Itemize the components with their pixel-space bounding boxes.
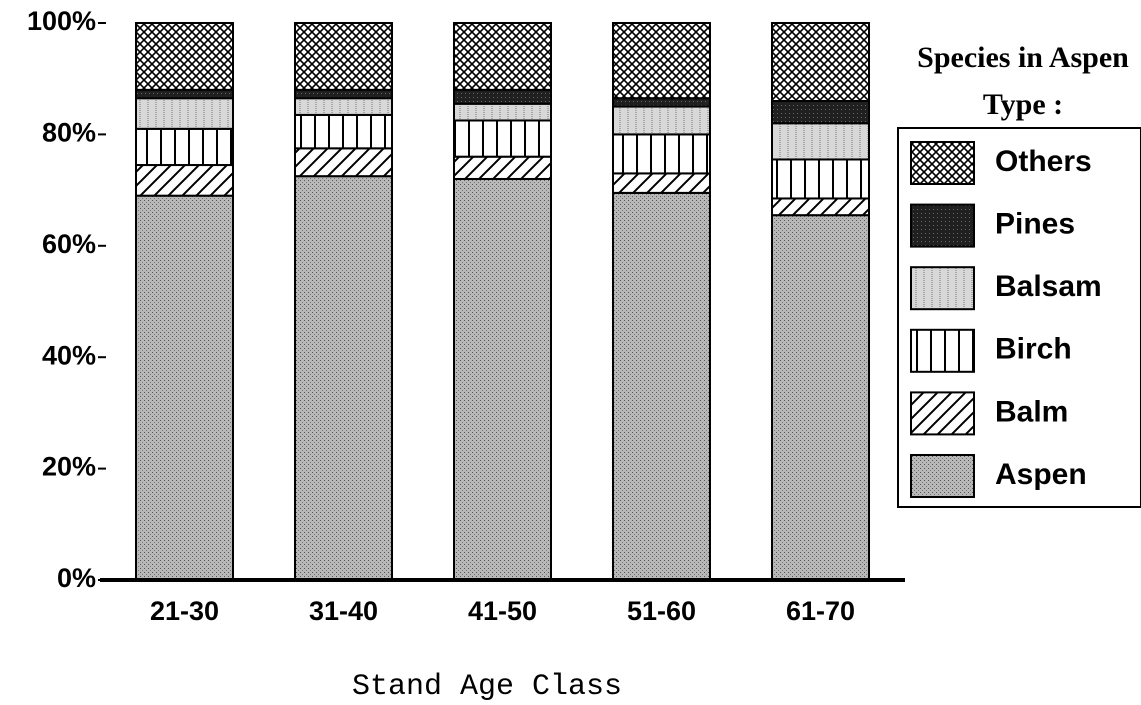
- bar-segment: [612, 22, 711, 100]
- legend-title: Species in Aspen Type :: [917, 41, 1129, 121]
- bar-segment: [771, 22, 870, 102]
- bar-segment: [294, 175, 393, 582]
- x-tick-label: 21-30: [150, 596, 219, 626]
- x-axis-label: Stand Age Class: [352, 670, 622, 704]
- bar-segment: [135, 22, 234, 91]
- bar-segment: [135, 97, 234, 130]
- y-tick-label: 20%: [42, 452, 96, 482]
- y-tick-label: 80%: [42, 118, 96, 148]
- legend-label: Pines: [995, 208, 1075, 241]
- bar-segment: [771, 214, 870, 581]
- legend-box: [897, 127, 1141, 508]
- legend-label: Others: [995, 145, 1092, 178]
- bar-segment: [453, 88, 552, 105]
- legend-swatch: [910, 141, 975, 185]
- legend-swatch: [910, 391, 975, 436]
- legend-swatch: [910, 454, 975, 498]
- bar-segment: [135, 164, 234, 197]
- bar-segment: [453, 22, 552, 91]
- x-tick-label: 61-70: [786, 596, 855, 626]
- bar-segment: [771, 99, 870, 125]
- legend-swatch: [910, 328, 975, 373]
- bar-segment: [771, 122, 870, 161]
- y-tick-label: 100%: [27, 6, 96, 36]
- legend-label: Balsam: [995, 270, 1102, 303]
- bar-segment: [771, 158, 870, 200]
- legend-label: Aspen: [995, 458, 1087, 491]
- x-tick-label: 31-40: [309, 596, 378, 626]
- bar-segment: [612, 97, 711, 108]
- y-tick-label: 40%: [42, 340, 96, 370]
- bar-segment: [294, 147, 393, 178]
- bar-segment: [612, 105, 711, 136]
- bar-segment: [453, 102, 552, 122]
- y-tick-label: 0%: [57, 563, 96, 593]
- legend-label: Balm: [995, 395, 1068, 428]
- legend-swatch: [910, 203, 975, 248]
- bar-segment: [294, 22, 393, 91]
- bar-segment: [294, 88, 393, 100]
- bar-segment: [294, 113, 393, 150]
- bar-segment: [771, 197, 870, 217]
- legend-swatch: [910, 266, 975, 311]
- bar-segment: [135, 88, 234, 100]
- bar-segment: [612, 172, 711, 194]
- bar-segment: [612, 191, 711, 581]
- legend-label: Birch: [995, 333, 1072, 366]
- bar-segment: [135, 127, 234, 167]
- x-tick-label: 51-60: [627, 596, 696, 626]
- bar-segment: [612, 133, 711, 175]
- bar-segment: [453, 119, 552, 158]
- y-tick-label: 60%: [42, 229, 96, 259]
- bar-segment: [453, 155, 552, 180]
- bar-segment: [135, 194, 234, 581]
- bar-segment: [294, 97, 393, 116]
- bar-segment: [453, 177, 552, 582]
- x-tick-label: 41-50: [468, 596, 537, 626]
